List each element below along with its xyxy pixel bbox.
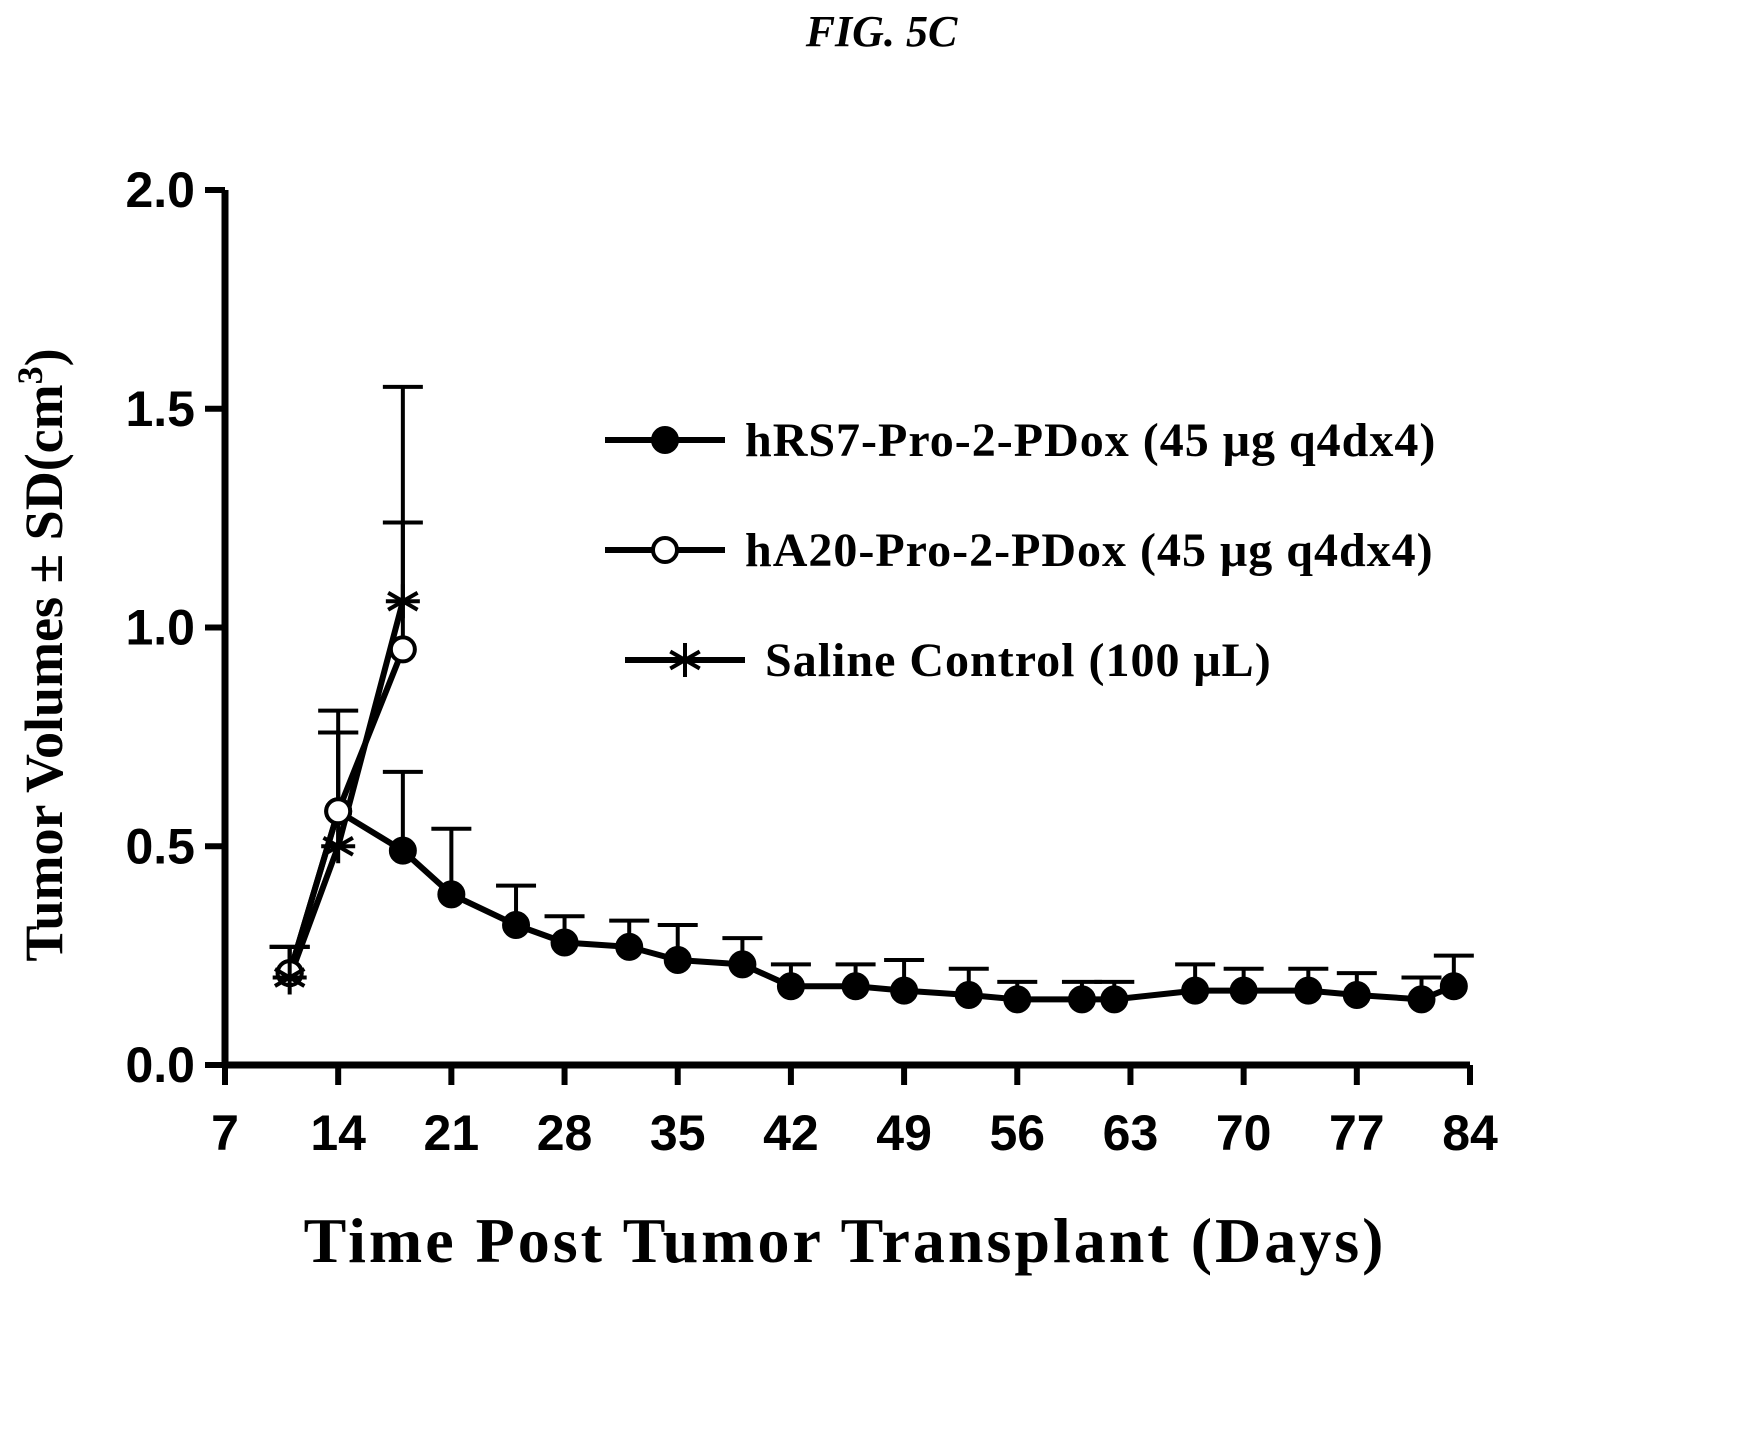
legend: hRS7-Pro-2-PDox (45 μg q4dx4) hA20-Pro-2-… [605,414,1436,687]
x-tick-label: 35 [650,1105,706,1161]
x-tick-label: 63 [1103,1105,1159,1161]
legend-label-hrs7: hRS7-Pro-2-PDox (45 μg q4dx4) [745,414,1436,467]
x-tick-label: 56 [989,1105,1045,1161]
x-tick-label: 70 [1216,1105,1272,1161]
data-point-saline [385,584,420,619]
series-markers [272,584,1468,1014]
data-point-hrs7 [1229,976,1258,1005]
data-point-hrs7 [1003,985,1032,1014]
data-point-hrs7 [550,928,579,957]
data-point-hrs7 [502,911,531,939]
data-point-hrs7 [954,981,983,1009]
data-point-hrs7 [890,976,919,1005]
x-tick-label: 21 [424,1105,480,1161]
data-point-saline [272,960,307,995]
x-tick-label: 84 [1442,1105,1498,1161]
y-tick-label: 0.5 [125,818,195,874]
legend-item-hrs7: hRS7-Pro-2-PDox (45 μg q4dx4) [605,414,1436,467]
data-point-hrs7 [1181,976,1210,1005]
data-point-hrs7 [1407,985,1436,1014]
data-point-hrs7 [1100,985,1129,1014]
legend-label-saline: Saline Control (100 μL) [765,634,1272,687]
y-axis-title-main: Tumor Volumes ± SD(cm [14,384,74,961]
y-tick-label: 1.5 [125,381,195,437]
x-tick-label: 14 [310,1105,366,1161]
series-line-hrs7 [286,808,1455,1003]
data-point-hrs7 [841,972,870,1001]
data-point-hrs7 [437,880,466,909]
data-point-hrs7 [663,946,692,974]
y-axis-title-end: ) [14,348,74,366]
y-tick-label: 1.0 [125,600,195,656]
data-point-hrs7 [1342,981,1371,1009]
x-axis-title: Time Post Tumor Transplant (Days) [304,1205,1387,1276]
data-point-hrs7 [615,932,644,961]
x-tick-label: 42 [763,1105,819,1161]
legend-label-ha20: hA20-Pro-2-PDox (45 μg q4dx4) [745,524,1434,577]
y-axis-title: Tumor Volumes ± SD(cm3) [10,348,74,961]
legend-marker-hrs7 [651,426,679,454]
data-point-hrs7 [776,972,805,1001]
y-axis-title-sup: 3 [10,366,50,384]
y-tick-label: 2.0 [125,162,195,218]
legend-item-saline: Saline Control (100 μL) [625,634,1272,687]
figure-label: FIG. 5C [805,7,958,56]
x-tick-label: 7 [211,1105,239,1161]
x-tick-label: 77 [1329,1105,1385,1161]
data-point-ha20 [388,635,417,664]
legend-item-ha20: hA20-Pro-2-PDox (45 μg q4dx4) [605,524,1434,577]
data-point-hrs7 [1294,976,1323,1005]
x-tick-label: 49 [876,1105,932,1161]
x-tick-label: 28 [537,1105,593,1161]
data-point-hrs7 [388,836,417,865]
legend-marker-ha20 [651,536,679,564]
legend-marker-saline [668,643,702,677]
y-axis: 0.0 0.5 1.0 1.5 2.0 [125,162,229,1093]
data-point-ha20 [324,797,353,826]
data-point-hrs7 [1067,985,1096,1014]
data-point-hrs7 [1439,972,1468,1001]
data-point-saline [321,829,356,864]
data-point-hrs7 [728,950,757,979]
x-axis: 7 14 21 28 35 42 49 56 63 70 77 84 [211,1061,1498,1161]
y-tick-label: 0.0 [125,1037,195,1093]
